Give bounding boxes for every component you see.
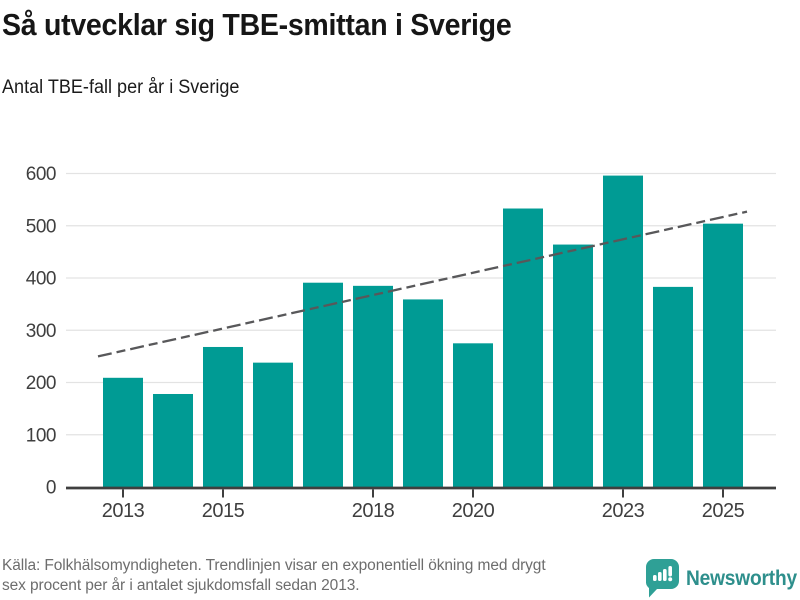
bar-2017 [303, 282, 343, 487]
y-label-0: 0 [46, 478, 56, 499]
x-label-2020: 2020 [452, 500, 495, 522]
bar-2014 [153, 393, 193, 487]
y-label-100: 100 [26, 425, 56, 446]
bar-2013 [103, 377, 143, 487]
source-caption-line1: Källa: Folkhälsomyndigheten. Trendlinjen… [2, 557, 546, 574]
trend-line [97, 210, 748, 358]
bar-2021 [503, 208, 543, 487]
page-title: Så utvecklar sig TBE-smittan i Sverige [2, 7, 512, 42]
x-label-2015: 2015 [202, 500, 245, 522]
bar-2016 [253, 362, 293, 487]
bar-2019 [403, 299, 443, 487]
x-label-2025: 2025 [702, 500, 745, 522]
source-caption: Källa: Folkhälsomyndigheten. Trendlinjen… [2, 556, 546, 596]
chart-subtitle: Antal TBE-fall per år i Sverige [2, 77, 240, 98]
x-label-2023: 2023 [602, 500, 645, 522]
bar-2018 [353, 285, 393, 487]
brand-name: Newsworthy [686, 566, 797, 590]
y-label-400: 400 [26, 269, 56, 290]
source-caption-line2: sex procent per år i antalet sjukdomsfal… [2, 577, 360, 594]
bar-chart-speech-bubble-icon [646, 559, 679, 598]
x-label-2018: 2018 [352, 500, 395, 522]
bar-2022 [553, 244, 593, 487]
y-label-200: 200 [26, 373, 56, 394]
bar-2023 [603, 175, 643, 487]
y-label-600: 600 [26, 164, 56, 185]
x-label-2013: 2013 [102, 500, 145, 522]
newsworthy-logo[interactable]: Newsworthy [646, 559, 800, 598]
bar-2020 [453, 343, 493, 487]
bar-2025 [703, 223, 743, 487]
y-label-500: 500 [26, 216, 56, 237]
y-label-300: 300 [26, 321, 56, 342]
bar-2024 [653, 286, 693, 487]
bar-2015 [203, 346, 243, 487]
